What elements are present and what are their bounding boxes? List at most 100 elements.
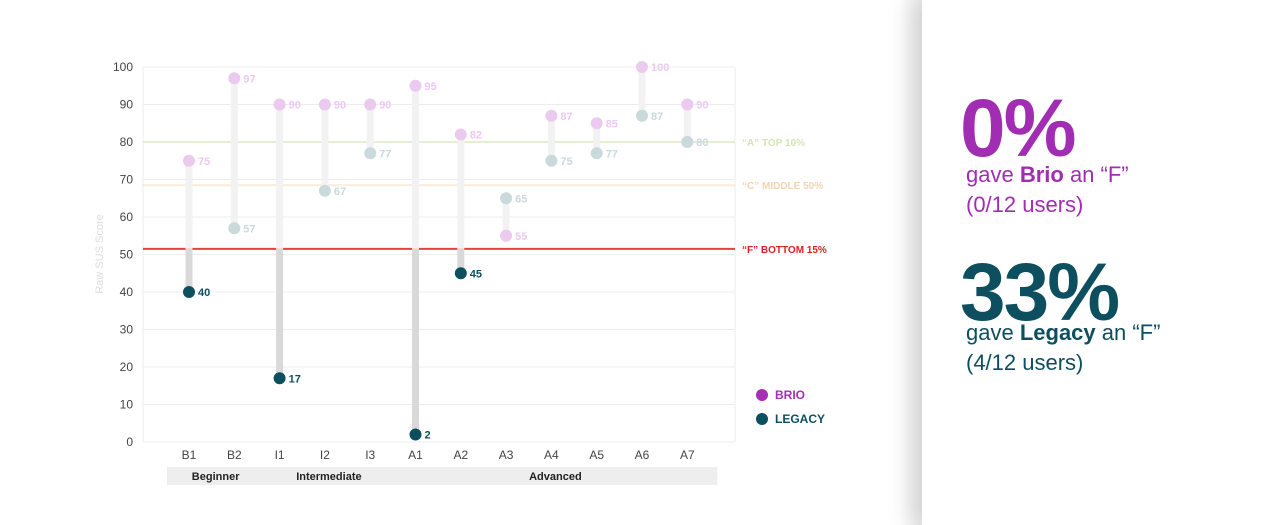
data-point (273, 372, 286, 385)
stats-panel: 0% gave Brio an “F” (0/12 users) 33% gav… (922, 0, 1280, 525)
y-tick-label: 100 (113, 60, 133, 74)
group-label: Intermediate (296, 471, 361, 483)
sus-chart: 0 10 20 30 40 50 60 70 80 90 100 Raw SUS Score “A” T… (94, 60, 827, 485)
data-point (500, 229, 513, 242)
data-label: 80 (696, 137, 708, 149)
reference-label: “A” TOP 10% (742, 138, 805, 149)
legend-label: LEGACY (775, 412, 825, 426)
brio-percent: 0% (960, 83, 1077, 174)
x-tick-label: A5 (589, 448, 604, 462)
data-point (681, 136, 694, 148)
data-label: 97 (243, 73, 255, 85)
data-label: 75 (560, 156, 572, 168)
data-point (273, 98, 286, 111)
data-label: 75 (198, 156, 210, 168)
y-tick-label: 80 (120, 135, 134, 149)
data-label: 17 (289, 373, 301, 385)
data-point (318, 98, 331, 111)
data-label: 55 (515, 231, 527, 243)
y-tick-label: 0 (126, 435, 133, 449)
chart-svg: 0 10 20 30 40 50 60 70 80 90 100 Raw SUS Score “A” T… (94, 60, 827, 485)
brio-caption: gave Brio an “F” (966, 162, 1129, 188)
y-tick-label: 30 (120, 323, 134, 337)
panel-shadow (900, 0, 922, 525)
y-tick-label: 60 (120, 210, 134, 224)
x-tick-label: A2 (453, 448, 468, 462)
y-tick-label: 50 (120, 248, 134, 262)
data-label: 87 (651, 111, 663, 123)
data-point (636, 61, 648, 73)
y-axis-title: Raw SUS Score (94, 214, 106, 293)
brio-caption-pre: gave (966, 162, 1020, 187)
data-point (364, 147, 377, 160)
legend-swatch (756, 389, 768, 401)
data-label: 57 (243, 223, 255, 235)
x-tick-label: I3 (365, 448, 375, 462)
brio-detail: (0/12 users) (966, 192, 1084, 217)
data-point (409, 428, 422, 441)
reference-label: “F” BOTTOM 15% (742, 245, 827, 256)
y-tick-label: 20 (120, 360, 134, 374)
x-tick-label: A3 (499, 448, 514, 462)
legacy-caption-post: an “F” (1095, 320, 1161, 345)
brio-caption-post: an “F” (1063, 162, 1129, 187)
data-point (454, 267, 467, 280)
data-point (590, 117, 603, 130)
group-bar (167, 467, 265, 485)
y-tick-label: 70 (120, 173, 134, 187)
data-label: 100 (651, 62, 669, 74)
y-tick-label: 90 (120, 98, 134, 112)
x-tick-label: A4 (544, 448, 559, 462)
data-point (409, 79, 422, 92)
legacy-caption-name: Legacy (1019, 320, 1096, 345)
legend-label: BRIO (775, 388, 805, 402)
data-label: 85 (606, 118, 618, 130)
data-label: 90 (334, 100, 346, 112)
y-tick-label: 10 (120, 398, 134, 412)
data-point (500, 192, 513, 205)
data-point (545, 154, 558, 167)
data-point (228, 222, 241, 235)
data-point (318, 184, 331, 197)
data-point (364, 98, 377, 111)
x-tick-label: B2 (227, 448, 242, 462)
legend-swatch (756, 413, 768, 425)
data-point (454, 128, 467, 141)
legacy-percent: 33% (960, 247, 1120, 338)
data-label: 82 (470, 130, 482, 142)
data-point (590, 147, 603, 160)
x-tick-label: A7 (680, 448, 695, 462)
data-label: 45 (470, 268, 482, 280)
x-tick-label: I2 (320, 448, 330, 462)
reference-label: “C” MIDDLE 50% (742, 181, 823, 192)
brio-caption-name: Brio (1019, 162, 1064, 187)
group-bar (257, 467, 401, 485)
legacy-detail: (4/12 users) (966, 350, 1084, 375)
legacy-caption: gave Legacy an “F” (966, 320, 1160, 346)
data-label: 77 (379, 148, 391, 160)
data-label: 65 (515, 193, 527, 205)
group-bar (393, 467, 718, 485)
data-label: 67 (334, 186, 346, 198)
data-label: 90 (289, 100, 301, 112)
group-label: Advanced (529, 471, 582, 483)
x-tick-label: A6 (635, 448, 650, 462)
data-point (545, 109, 558, 122)
data-point (228, 72, 241, 85)
data-label: 90 (696, 100, 708, 112)
x-tick-label: B1 (182, 448, 197, 462)
group-label: Beginner (192, 471, 240, 483)
data-label: 90 (379, 100, 391, 112)
x-tick-label: A1 (408, 448, 423, 462)
data-point (681, 98, 694, 111)
data-point (183, 154, 195, 167)
data-label: 2 (425, 430, 431, 442)
x-tick-label: I1 (275, 448, 285, 462)
data-label: 95 (425, 81, 437, 93)
data-label: 87 (560, 111, 572, 123)
data-point (183, 286, 195, 298)
data-label: 77 (606, 148, 618, 160)
data-point (636, 109, 648, 122)
legacy-caption-pre: gave (966, 320, 1020, 345)
data-label: 40 (198, 287, 210, 299)
